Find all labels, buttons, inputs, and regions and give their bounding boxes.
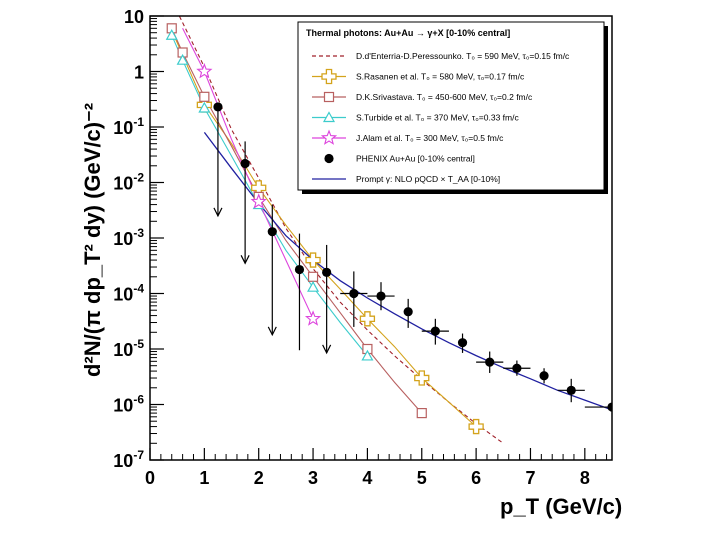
x-tick-label-7: 7 bbox=[525, 468, 535, 488]
x-tick-label-4: 4 bbox=[362, 468, 372, 488]
legend-entry-6: Prompt γ: NLO pQCD × T_AA [0-10%] bbox=[312, 174, 500, 184]
data-point-2 bbox=[267, 204, 277, 337]
y-tick-label-3: 10-4 bbox=[113, 282, 144, 305]
series-1-point-4 bbox=[414, 370, 430, 386]
data-point-6 bbox=[367, 282, 395, 311]
data-point-1 bbox=[240, 141, 250, 265]
legend-title: Thermal photons: Au+Au → γ+X [0-10% cent… bbox=[306, 28, 510, 38]
x-tick-label-0: 0 bbox=[145, 468, 155, 488]
x-tick-label-6: 6 bbox=[471, 468, 481, 488]
y-tick-label-7: 1 bbox=[134, 63, 144, 83]
series-1-point-2 bbox=[305, 252, 321, 268]
series-2-point-6 bbox=[416, 407, 427, 419]
legend-marker-1 bbox=[321, 68, 337, 85]
legend-label-2: D.K.Srivastava. T₀ = 450-600 MeV, τ₀=0.2… bbox=[356, 92, 533, 102]
series-2-line bbox=[171, 28, 423, 414]
legend-label-5: PHENIX Au+Au [0-10% central] bbox=[356, 154, 475, 164]
series-4-point-1 bbox=[250, 193, 267, 209]
data-point-5 bbox=[340, 271, 368, 327]
x-tick-label-2: 2 bbox=[254, 468, 264, 488]
legend-marker-2 bbox=[323, 91, 335, 103]
x-tick-label-1: 1 bbox=[199, 468, 209, 488]
series-3-point-4 bbox=[307, 280, 320, 292]
data-point-11 bbox=[503, 360, 531, 376]
legend-entry-0: D.d'Enterria-D.Peressounko. T₀ = 590 MeV… bbox=[312, 51, 570, 61]
x-tick-label-8: 8 bbox=[580, 468, 590, 488]
legend-entry-5: PHENIX Au+Au [0-10% central] bbox=[324, 153, 475, 164]
legend-label-0: D.d'Enterria-D.Peressounko. T₀ = 590 MeV… bbox=[356, 51, 570, 61]
x-tick-label-5: 5 bbox=[417, 468, 427, 488]
y-tick-label-2: 10-5 bbox=[113, 337, 144, 360]
data-point-4 bbox=[322, 244, 332, 355]
series-4-point-2 bbox=[304, 310, 322, 326]
legend-entry-1: S.Rasanen et al. T₀ = 580 MeV, τ₀=0.17 f… bbox=[312, 68, 525, 85]
legend-label-4: J.Alam et al. T₀ = 300 MeV, τ₀=0.5 fm/c bbox=[356, 133, 504, 143]
data-point-7 bbox=[403, 298, 413, 328]
legend-entry-3: S.Turbide et al. T₀ = 370 MeV, τ₀=0.33 f… bbox=[312, 111, 519, 123]
x-axis-label: p_T (GeV/c) bbox=[500, 494, 622, 519]
y-axis-label: d²N/(π dp_T² dy) (GeV/c)⁻² bbox=[80, 103, 105, 377]
series-3-point-5 bbox=[361, 349, 374, 361]
series-4-point-0 bbox=[196, 62, 213, 79]
y-tick-label-8: 10 bbox=[124, 7, 144, 27]
data-point-12 bbox=[539, 368, 549, 384]
data-point-3 bbox=[294, 233, 305, 351]
data-point-0 bbox=[213, 102, 223, 218]
series-2-point-2 bbox=[199, 91, 210, 102]
series-1-point-5 bbox=[468, 418, 484, 435]
y-tick-label-4: 10-3 bbox=[113, 226, 144, 249]
data-point-10 bbox=[476, 351, 504, 373]
y-tick-label-0: 10-7 bbox=[113, 448, 144, 471]
legend-label-1: S.Rasanen et al. T₀ = 580 MeV, τ₀=0.17 f… bbox=[356, 72, 525, 82]
legend-marker-3 bbox=[322, 111, 336, 123]
y-axis: 10-7 10-6 10-5 10-4 10-3 10-2 10-1 1 10 bbox=[113, 7, 164, 471]
legend-marker-4 bbox=[320, 129, 338, 145]
series-2-point-4 bbox=[307, 271, 319, 282]
data-point-8 bbox=[421, 318, 449, 345]
data-point-14 bbox=[584, 402, 612, 412]
legend: Thermal photons: Au+Au → γ+X [0-10% cent… bbox=[297, 21, 608, 194]
data-point-9 bbox=[457, 333, 468, 353]
legend-marker-5 bbox=[324, 153, 334, 164]
series-3-point-2 bbox=[198, 101, 211, 113]
legend-entry-4: J.Alam et al. T₀ = 300 MeV, τ₀=0.5 fm/c bbox=[312, 129, 504, 145]
legend-label-6: Prompt γ: NLO pQCD × T_AA [0-10%] bbox=[356, 174, 500, 184]
legend-label-3: S.Turbide et al. T₀ = 370 MeV, τ₀=0.33 f… bbox=[356, 113, 519, 123]
series-3-point-1 bbox=[176, 53, 189, 65]
x-tick-label-3: 3 bbox=[308, 468, 318, 488]
y-tick-label-5: 10-2 bbox=[113, 171, 144, 194]
data-point-13 bbox=[557, 378, 585, 403]
y-tick-label-6: 10-1 bbox=[113, 115, 144, 138]
x-axis: 0 1 2 3 4 5 6 7 8 bbox=[145, 448, 608, 488]
legend-entry-2: D.K.Srivastava. T₀ = 450-600 MeV, τ₀=0.2… bbox=[312, 91, 533, 103]
markers-layer bbox=[165, 23, 612, 435]
series-1-point-3 bbox=[359, 311, 376, 327]
y-tick-label-1: 10-6 bbox=[113, 393, 144, 416]
series-3-point-0 bbox=[165, 29, 178, 40]
